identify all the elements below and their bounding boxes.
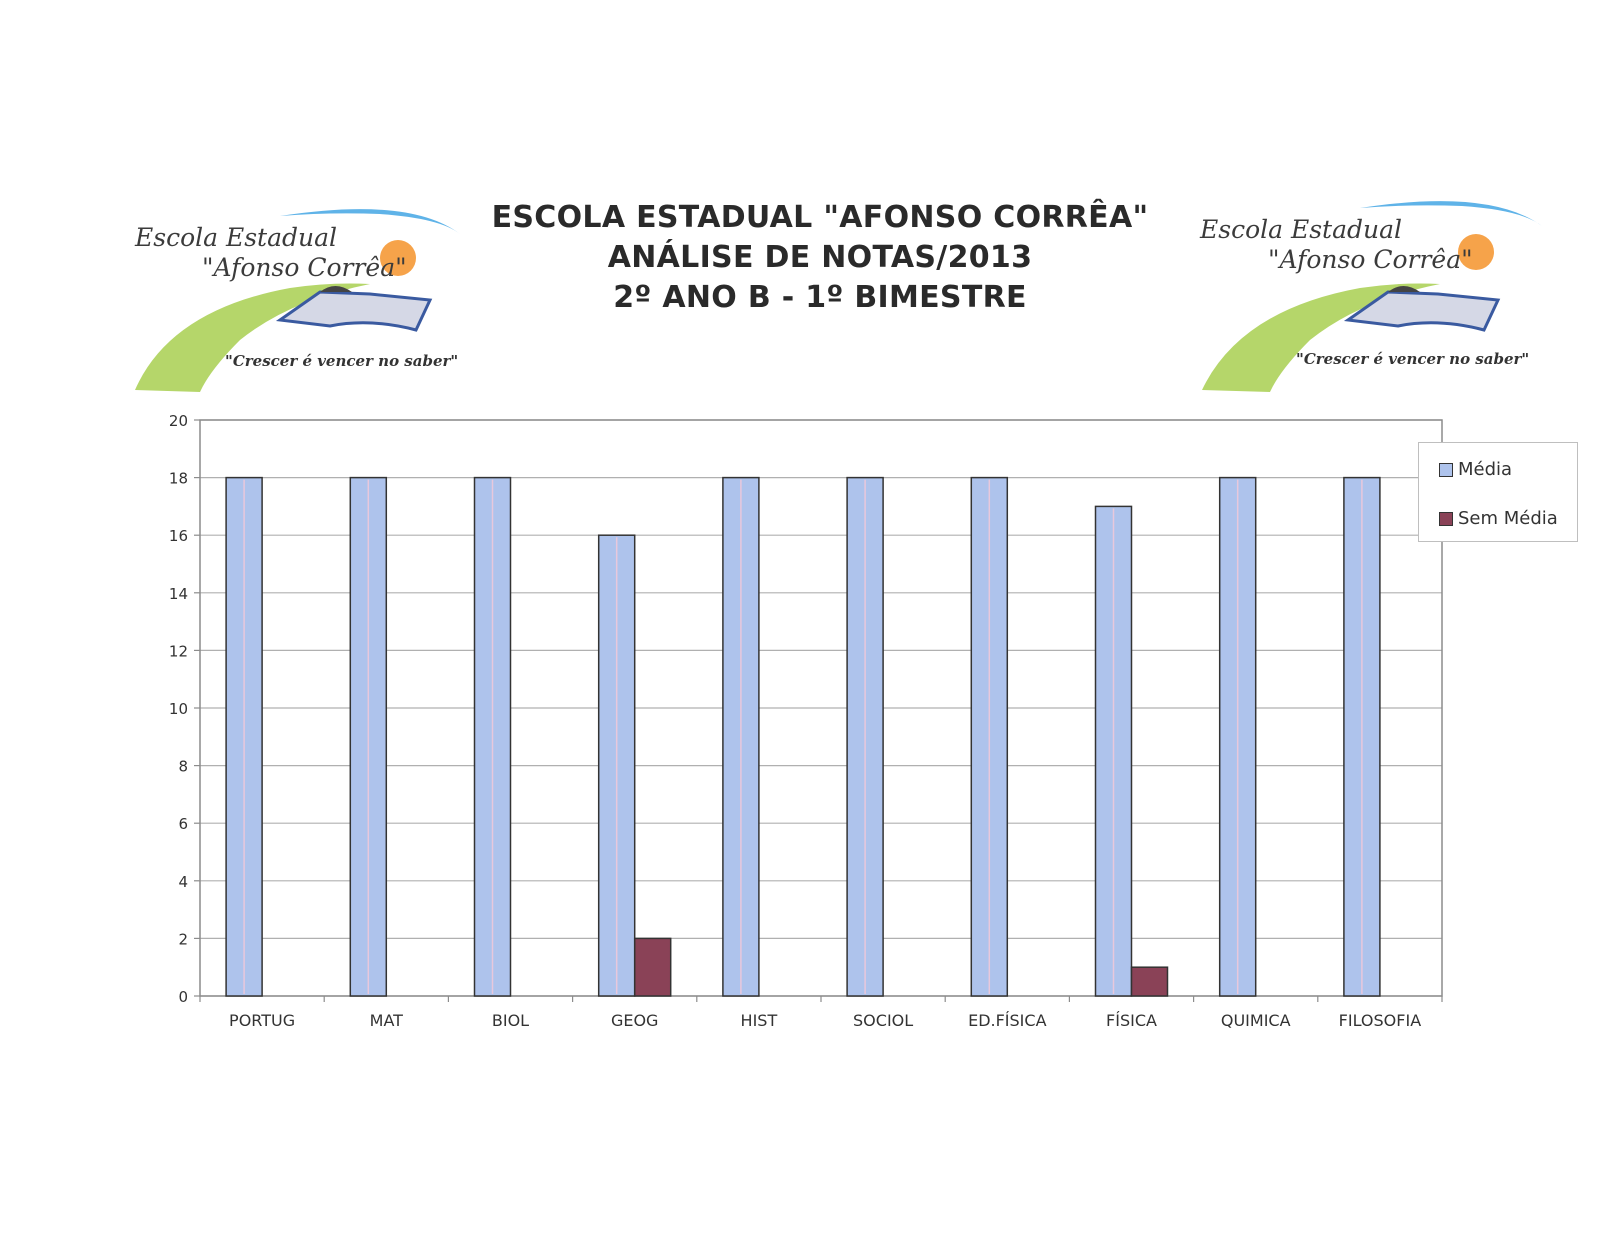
logo-school-name: Escola Estadual: [134, 223, 337, 252]
blue-arc-icon: [280, 209, 460, 234]
title-line-class: 2º ANO B - 1º BIMESTRE: [613, 280, 1027, 315]
y-tick-label: 20: [169, 412, 188, 430]
y-tick-label: 2: [178, 930, 188, 948]
open-book-icon: [275, 290, 433, 332]
x-tick-label: ED.FÍSICA: [968, 1011, 1046, 1030]
title-line-school: ESCOLA ESTADUAL "AFONSO CORRÊA": [491, 200, 1149, 235]
x-tick-label: PORTUG: [229, 1011, 295, 1030]
y-tick-label: 18: [169, 470, 188, 488]
x-tick-label: SOCIOL: [853, 1011, 913, 1030]
x-tick-label: GEOG: [611, 1011, 659, 1030]
logo-school-quoted: "Afonso Corrêa": [1268, 245, 1473, 274]
bar-sem-media-geog: [633, 937, 672, 997]
x-tick-label: MAT: [370, 1011, 404, 1030]
logo-slogan: "Crescer é vencer no saber": [225, 352, 458, 370]
title-line-analysis: ANÁLISE DE NOTAS/2013: [607, 240, 1033, 275]
y-tick-label: 0: [178, 988, 188, 1006]
x-tick-label: BIOL: [492, 1011, 529, 1030]
x-tick-label: QUIMICA: [1221, 1011, 1291, 1030]
school-logo-left: Escola Estadual "Afonso Corrêa" "Crescer…: [130, 200, 470, 400]
legend-swatch-sem-media: [1439, 511, 1453, 526]
sun-icon: [380, 240, 416, 276]
school-logo-right: Escola Estadual "Afonso Corrêa" "Crescer…: [1199, 192, 1560, 392]
legend-item-media: Média: [1439, 459, 1512, 480]
chart-title: ESCOLA ESTADUAL "AFONSO CORRÊA" ANÁLISE …: [480, 198, 1160, 318]
x-tick-label: FÍSICA: [1106, 1011, 1157, 1030]
bars: [225, 476, 1381, 997]
y-axis-ticks: 0 2 4 6 8 10 12 14 16 18 20: [169, 412, 200, 1006]
legend-item-sem-media: Sem Média: [1439, 508, 1558, 529]
y-tick-label: 4: [178, 873, 188, 891]
x-tick-label: HIST: [741, 1011, 778, 1030]
y-tick-label: 12: [169, 642, 188, 660]
bar-sem-media-f-sica: [1130, 966, 1169, 997]
y-tick-label: 10: [169, 700, 188, 718]
legend-label-media: Média: [1458, 459, 1513, 480]
legend-swatch-media: [1439, 462, 1453, 477]
logo-school-name: Escola Estadual: [1199, 215, 1402, 244]
legend-label-sem-media: Sem Média: [1458, 508, 1558, 529]
logo-school-quoted: "Afonso Corrêa": [202, 253, 407, 282]
x-axis-ticks: PORTUG MAT BIOL GEOG HIST SOCIOL ED.FÍSICA FÍSI…: [199, 996, 1443, 1030]
open-book-icon: [1343, 290, 1501, 332]
y-tick-label: 8: [178, 758, 188, 776]
y-tick-label: 14: [169, 585, 188, 603]
logo-slogan: "Crescer é vencer no saber": [1296, 350, 1529, 368]
chart-legend: Média Sem Média: [1418, 442, 1578, 542]
blue-arc-icon: [1360, 201, 1542, 226]
green-swoosh-icon: [135, 283, 370, 392]
y-tick-label: 6: [178, 815, 188, 833]
y-tick-label: 16: [169, 527, 188, 545]
green-swoosh-icon: [1202, 283, 1440, 392]
x-tick-label: FILOSOFIA: [1339, 1011, 1422, 1030]
sun-icon: [1458, 234, 1494, 270]
